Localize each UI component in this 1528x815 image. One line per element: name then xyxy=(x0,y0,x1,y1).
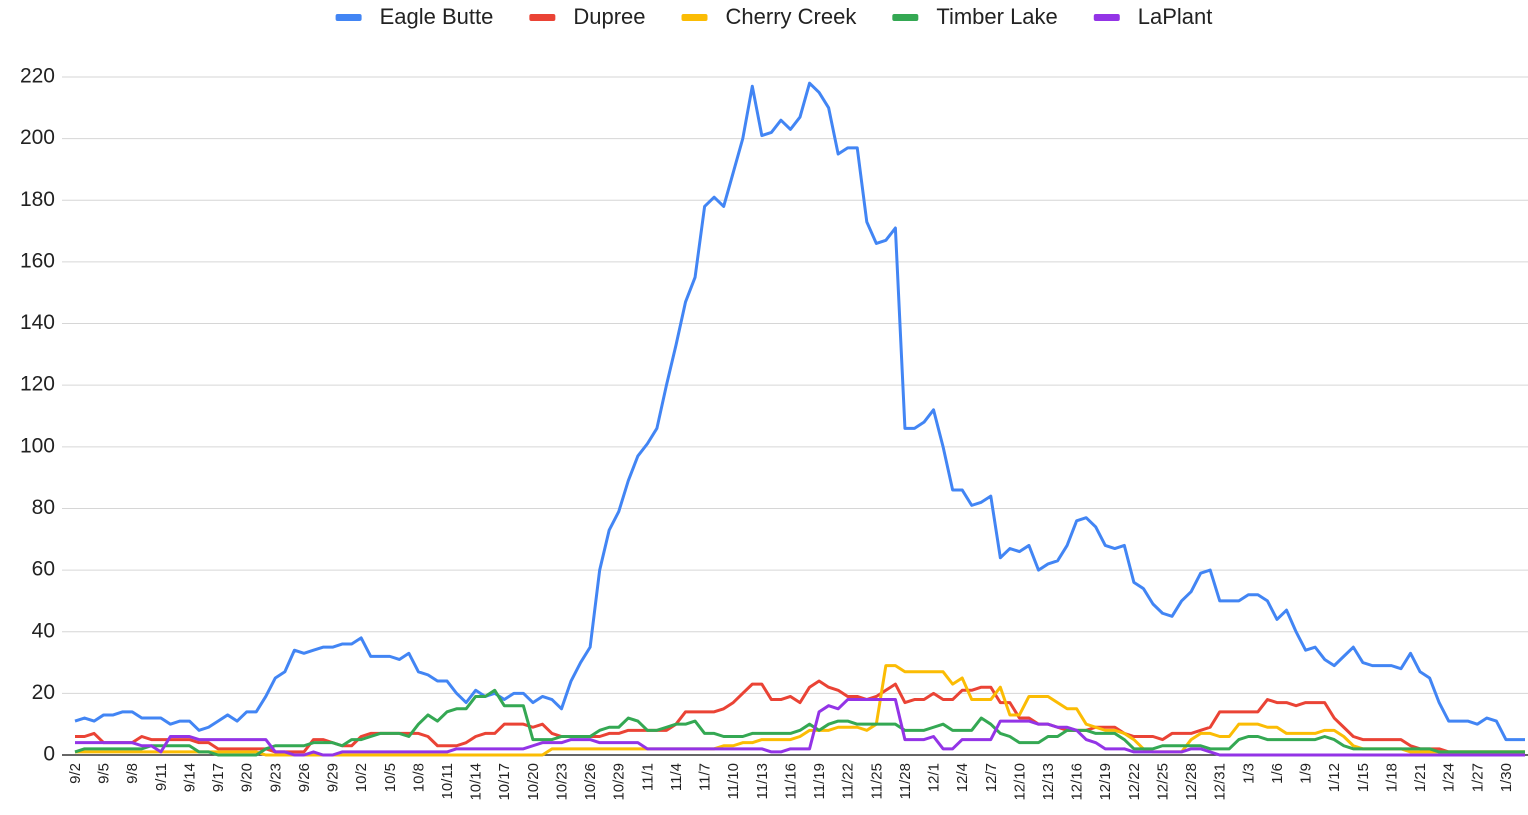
legend-label: Dupree xyxy=(573,4,645,29)
x-tick-label: 1/9 xyxy=(1298,763,1315,784)
x-tick-label: 12/22 xyxy=(1126,763,1143,801)
line-series xyxy=(75,679,1525,754)
x-tick-label: 1/15 xyxy=(1355,763,1372,792)
x-tick-label: 10/26 xyxy=(582,763,599,801)
x-tick-label: 12/1 xyxy=(926,763,943,792)
x-tick-label: 1/3 xyxy=(1240,763,1257,784)
legend-swatch xyxy=(335,14,362,21)
legend-swatch xyxy=(529,14,556,21)
x-tick-label: 10/17 xyxy=(496,763,513,801)
x-tick-label: 9/20 xyxy=(239,763,256,792)
y-tick-label: 20 xyxy=(32,681,55,704)
x-tick-label: 12/25 xyxy=(1154,763,1171,801)
x-tick-label: 10/5 xyxy=(382,763,399,792)
legend-label: Cherry Creek xyxy=(726,4,858,29)
legend: Eagle Butte Dupree Cherry Creek Timber Lake… xyxy=(335,4,1213,29)
line-series xyxy=(75,664,1525,757)
x-tick-label: 9/5 xyxy=(96,763,113,784)
legend-label: LaPlant xyxy=(1138,4,1213,29)
x-tick-label: 10/11 xyxy=(439,763,456,799)
y-tick-label: 80 xyxy=(32,496,55,519)
x-tick-label: 11/19 xyxy=(811,763,828,799)
x-tick-label: 12/28 xyxy=(1183,763,1200,801)
x-tick-label: 12/16 xyxy=(1069,763,1086,801)
y-tick-label: 200 xyxy=(20,126,55,149)
x-tick-label: 9/11 xyxy=(153,763,170,791)
x-tick-label: 9/14 xyxy=(181,763,198,792)
y-tick-label: 220 xyxy=(20,65,55,88)
x-tick-label: 10/14 xyxy=(468,763,485,801)
x-tick-label: 11/25 xyxy=(868,763,885,799)
legend-swatch xyxy=(1093,14,1120,21)
x-tick-label: 11/22 xyxy=(840,763,857,799)
y-tick-label: 180 xyxy=(20,188,55,211)
x-tick-label: 10/23 xyxy=(553,763,570,801)
x-tick-label: 12/10 xyxy=(1011,763,1028,801)
x-tick-label: 10/29 xyxy=(611,763,628,801)
x-tick-label: 10/20 xyxy=(525,763,542,801)
legend-swatch xyxy=(681,14,708,21)
line-series xyxy=(74,688,1525,757)
x-tick-label: 9/26 xyxy=(296,763,313,792)
y-tick-label: 100 xyxy=(20,434,55,457)
x-tick-label: 9/23 xyxy=(267,763,284,792)
x-tick-label: 11/4 xyxy=(668,763,685,791)
x-tick-label: 11/1 xyxy=(639,763,656,791)
legend-swatch xyxy=(892,14,919,21)
x-tick-label: 9/2 xyxy=(67,763,84,784)
x-tick-label: 11/16 xyxy=(782,763,799,799)
x-tick-label: 1/27 xyxy=(1469,763,1486,792)
x-tick-label: 12/13 xyxy=(1040,763,1057,801)
y-tick-label: 0 xyxy=(43,743,55,766)
y-tick-label: 160 xyxy=(20,249,55,272)
line-series xyxy=(75,698,1525,757)
legend-label: Eagle Butte xyxy=(380,4,494,29)
x-tick-label: 12/19 xyxy=(1097,763,1114,801)
x-tick-label: 9/29 xyxy=(325,763,342,792)
x-tick-label: 12/7 xyxy=(983,763,1000,792)
x-tick-label: 1/30 xyxy=(1498,763,1515,792)
x-tick-label: 12/4 xyxy=(954,763,971,792)
x-tick-label: 12/31 xyxy=(1212,763,1229,801)
y-tick-label: 120 xyxy=(20,373,55,396)
x-tick-label: 11/13 xyxy=(754,763,771,799)
x-tick-label: 9/17 xyxy=(210,763,227,792)
x-tick-label: 11/28 xyxy=(897,763,914,799)
x-tick-label: 1/24 xyxy=(1441,763,1458,792)
x-tick-label: 9/8 xyxy=(124,763,141,784)
y-tick-label: 140 xyxy=(20,311,55,334)
x-tick-label: 1/12 xyxy=(1326,763,1343,792)
y-tick-label: 60 xyxy=(32,558,55,581)
x-tick-label: 10/2 xyxy=(353,763,370,792)
x-tick-label: 11/10 xyxy=(725,763,742,799)
x-tick-label: 1/21 xyxy=(1412,763,1429,792)
line-series xyxy=(74,81,1525,742)
y-tick-label: 40 xyxy=(32,619,55,642)
x-tick-label: 10/8 xyxy=(410,763,427,792)
x-tick-label: 1/6 xyxy=(1269,763,1286,784)
x-tick-label: 1/18 xyxy=(1383,763,1400,792)
x-tick-label: 11/7 xyxy=(697,763,714,791)
legend-label: Timber Lake xyxy=(936,4,1057,29)
